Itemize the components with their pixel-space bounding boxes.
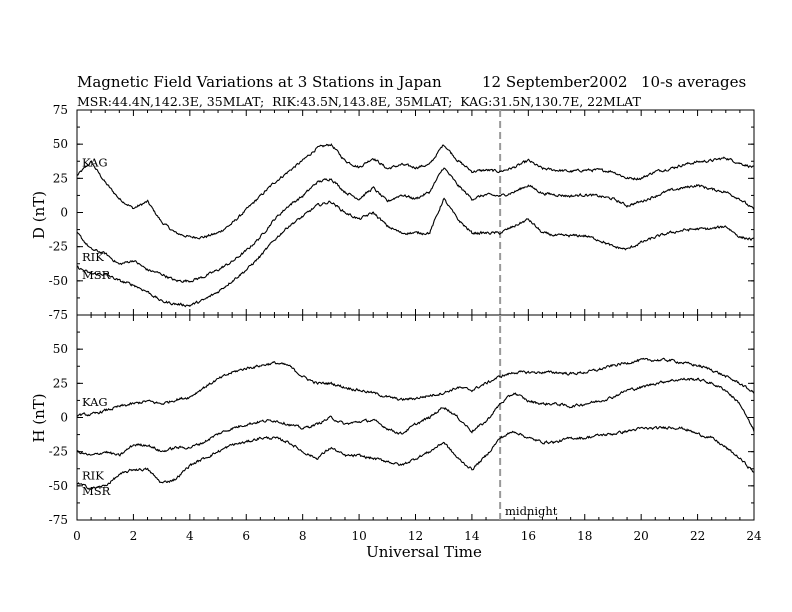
h-station-label-msr: MSR [82,484,111,498]
d-station-label-rik: RIK [82,250,104,264]
xtick-label: 6 [242,529,250,543]
h-axis-label: H (nT) [30,393,48,442]
xtick-label: 22 [690,529,705,543]
xtick-label: 20 [634,529,649,543]
xtick-label: 0 [73,529,81,543]
d-ytick-label: -25 [49,240,68,254]
h-panel-frame [76,314,755,521]
xtick-label: 24 [746,529,762,543]
h-ytick-label: 50 [53,342,68,356]
h-series-rik [77,377,755,457]
d-series-msr [77,197,755,308]
h-station-label-rik: RIK [82,469,104,483]
h-ytick-label: -50 [49,479,68,493]
xtick-label: 14 [464,529,480,543]
midnight-annotation: midnight [505,504,558,518]
d-ytick-label: 75 [53,103,68,117]
d-ytick-label: 50 [53,137,68,151]
d-ytick-label: 25 [53,171,68,185]
xtick-label: 2 [130,529,138,543]
xtick-label: 16 [521,529,536,543]
h-ytick-label: -75 [49,513,68,527]
h-ytick-label: 25 [53,376,68,390]
d-axis-label: D (nT) [30,191,48,239]
station-coordinates: MSR:44.4N,142.3E, 35MLAT; RIK:43.5N,143.… [77,94,641,109]
h-ytick-label: 0 [60,411,68,425]
d-ytick-label: 0 [60,206,68,220]
xtick-label: 12 [408,529,423,543]
xtick-label: 8 [299,529,307,543]
d-component-panel: -75 -50 -25 0 25 50 75 KAG RIK MSR [49,103,755,322]
x-axis-label: Universal Time [366,543,482,561]
d-panel-frame [76,109,755,316]
xtick-label: 18 [577,529,592,543]
d-station-label-kag: KAG [82,156,108,170]
chart-title: Magnetic Field Variations at 3 Stations … [77,73,442,91]
h-series-msr [76,425,755,491]
xtick-label: 4 [186,529,194,543]
h-ytick-label: -25 [49,445,68,459]
d-ytick-label: -75 [49,308,68,322]
d-series-kag [76,143,755,240]
xtick-label: 10 [351,529,366,543]
d-station-label-msr: MSR [82,268,111,282]
averaging-label: 10-s averages [641,73,746,91]
d-series-rik [76,167,755,283]
h-series-kag [76,357,755,417]
d-ytick-label: -50 [49,274,68,288]
date-label: 12 September2002 [482,73,628,91]
h-station-label-kag: KAG [82,395,108,409]
